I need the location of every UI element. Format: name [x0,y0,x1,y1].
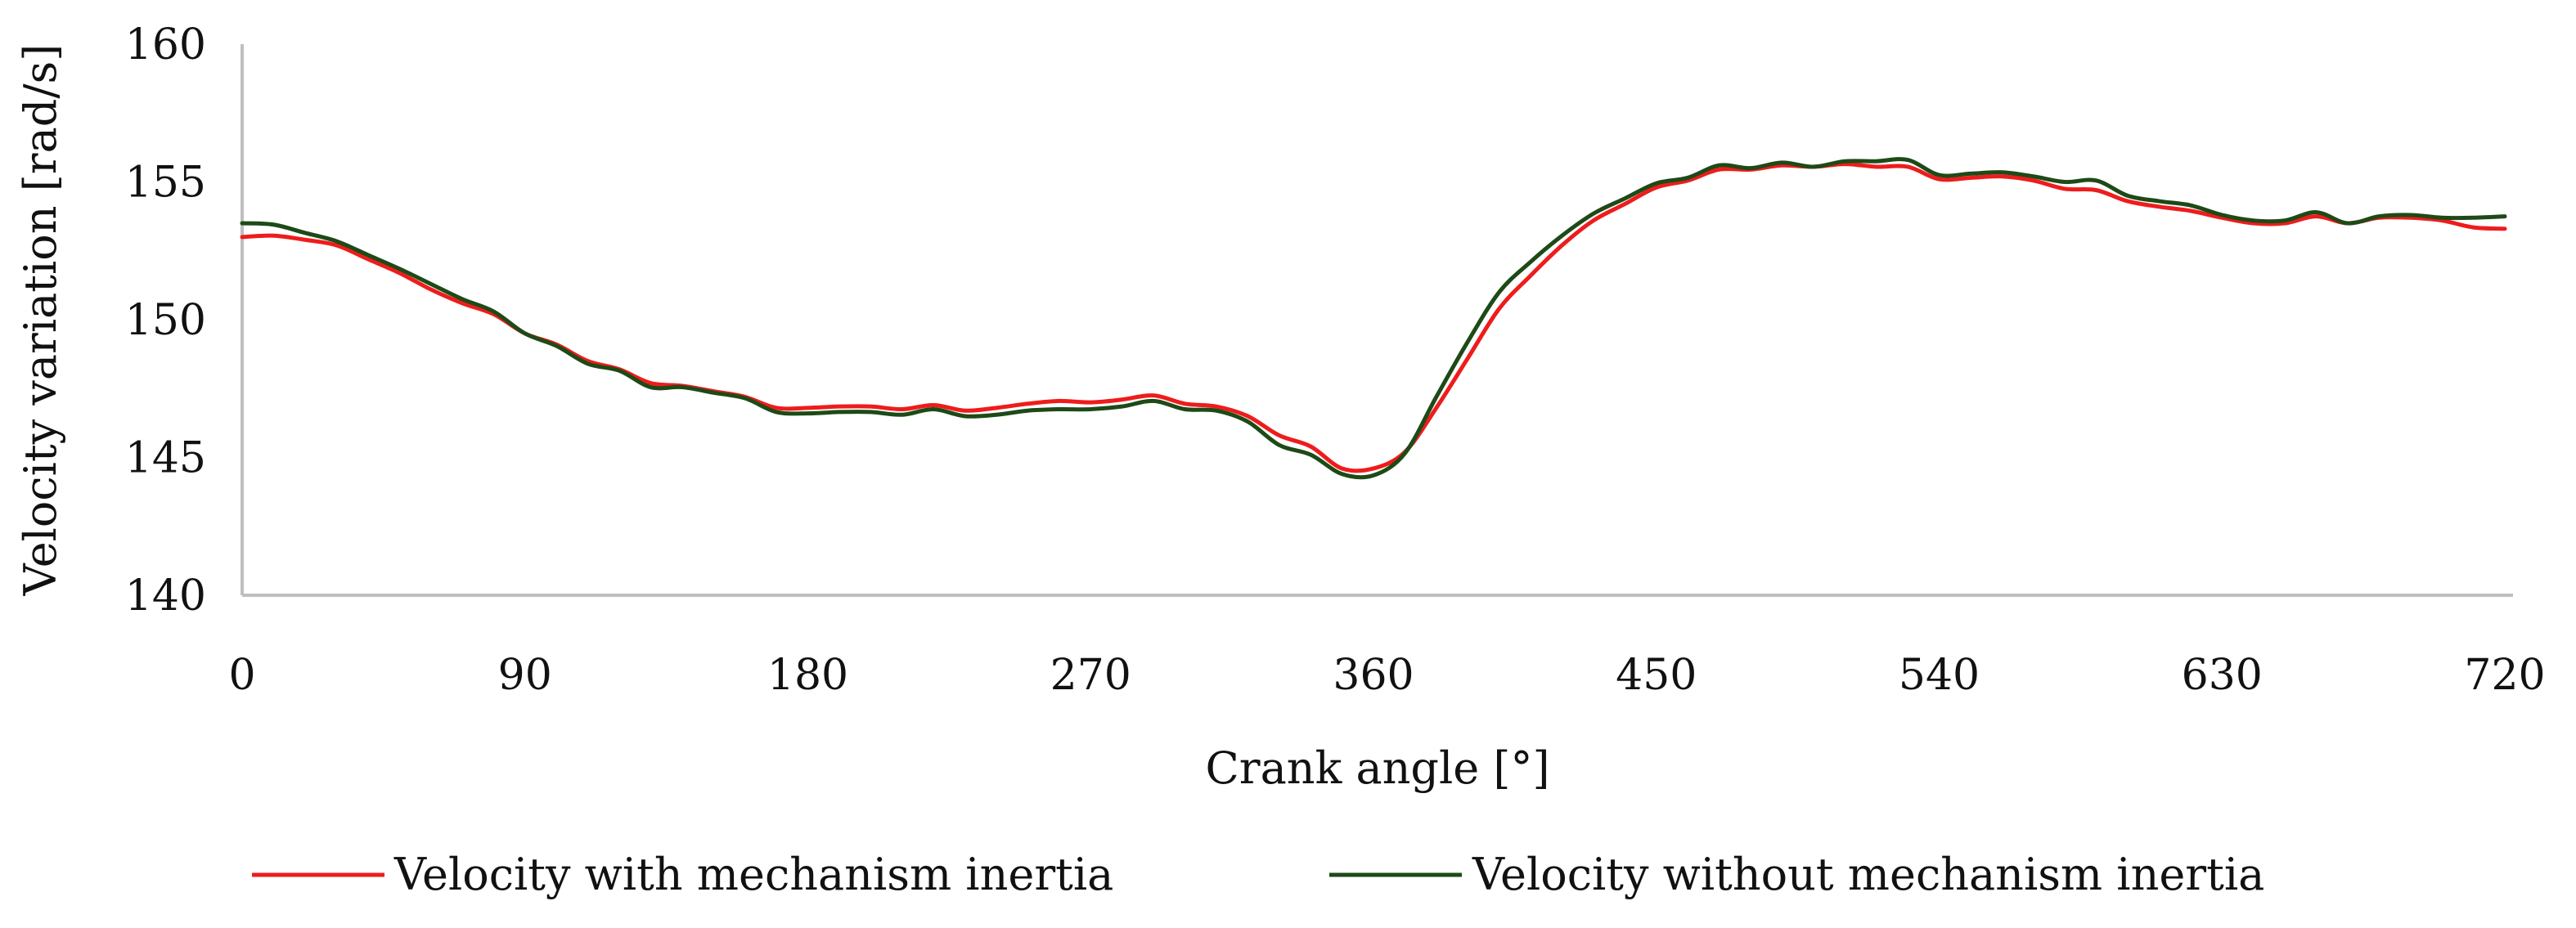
axes [241,44,2513,597]
x-tick-label: 0 [228,651,255,700]
series-line-without-inertia [240,157,2507,480]
y-tick-label: 150 [125,296,206,345]
x-axis-title: Crank angle [°] [1205,742,1549,794]
y-tick-label: 155 [125,159,206,208]
y-tick-label: 140 [125,572,206,621]
x-tick-label: 90 [498,651,552,700]
x-tick-label: 180 [767,651,848,700]
legend-label-with-inertia: Velocity with mechanism inertia [393,849,1113,900]
x-tick-labels: 0 90 180 270 360 450 540 630 720 [228,651,2545,700]
x-tick-label: 630 [2182,651,2263,700]
x-tick-label: 450 [1616,651,1697,700]
y-tick-label: 160 [125,20,206,69]
x-tick-label: 270 [1050,651,1131,700]
legend: Velocity with mechanism inertia Velocity… [252,849,2264,900]
legend-label-without-inertia: Velocity without mechanism inertia [1472,849,2264,900]
series-line-with-inertia [240,162,2507,473]
series-lines [240,157,2507,480]
x-tick-label: 540 [1899,651,1980,700]
x-tick-label: 360 [1333,651,1414,700]
x-tick-label: 720 [2464,651,2545,700]
y-tick-label: 145 [125,434,206,483]
y-tick-labels: 140 145 150 155 160 [125,20,206,621]
y-axis-title: Velocity variation [rad/s] [15,44,66,597]
